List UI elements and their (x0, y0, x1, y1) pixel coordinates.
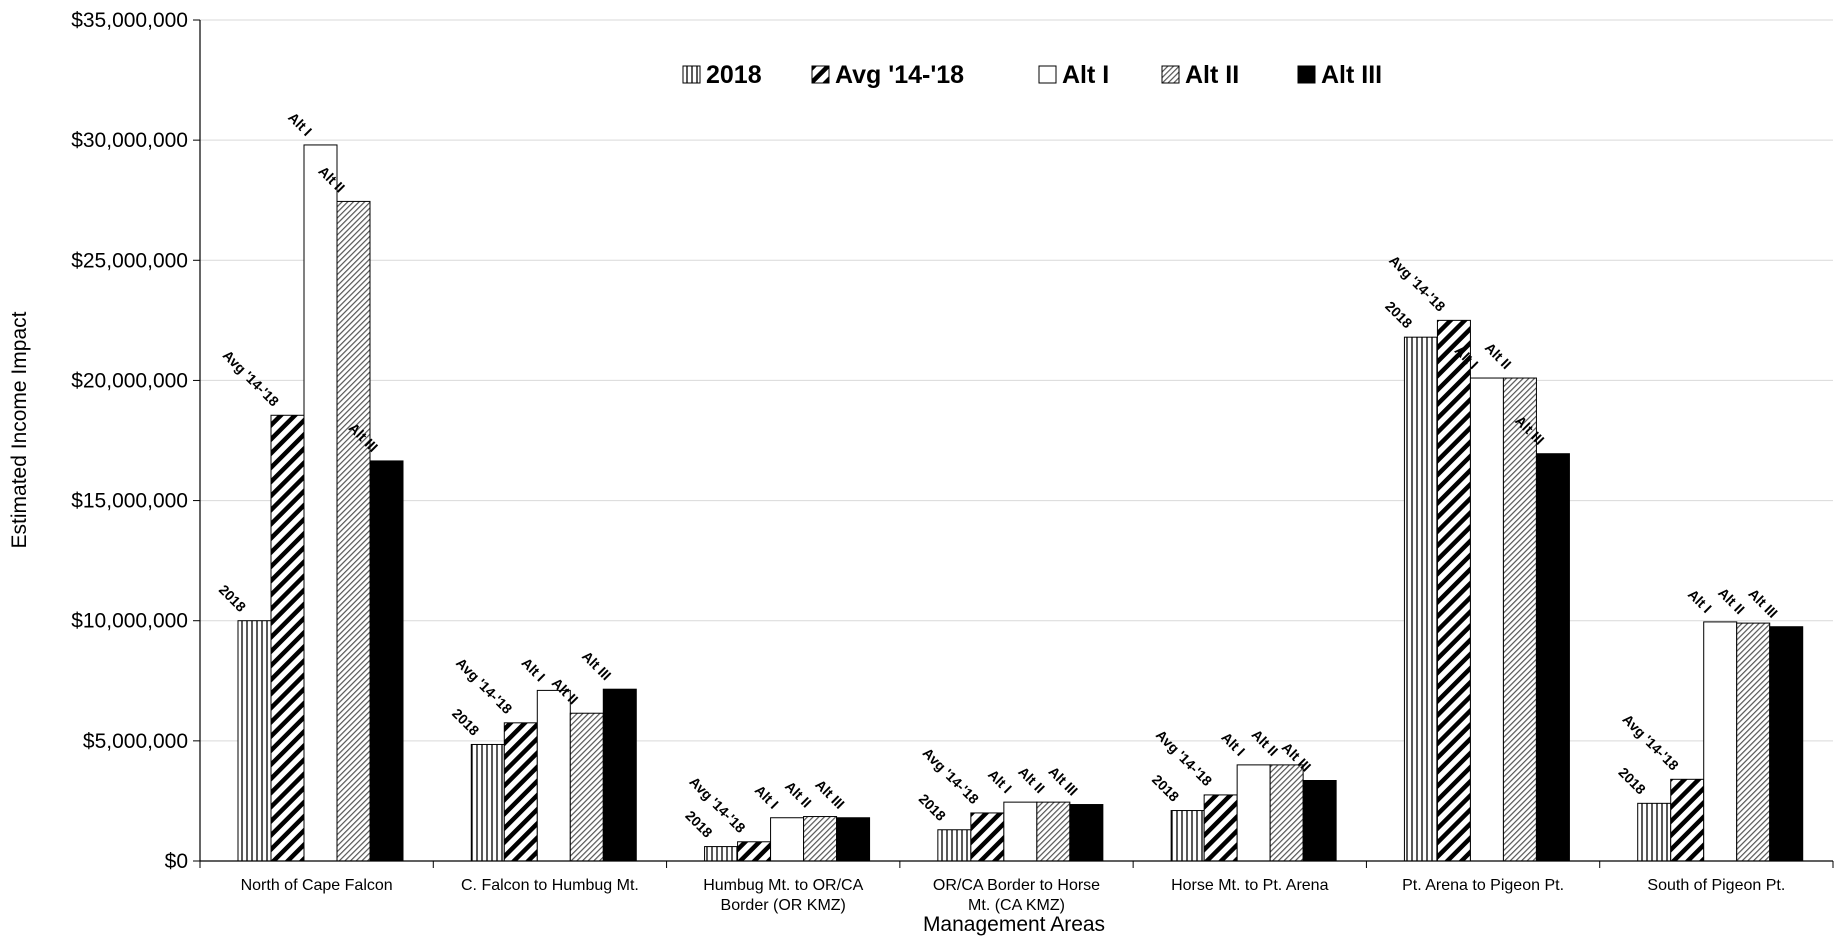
y-tick-label: $10,000,000 (71, 610, 188, 633)
y-tick-labels: $0 $5,000,000 $10,000,000 $15,000,000 $20,00… (71, 9, 188, 873)
category-label: Humbug Mt. to OR/CA Border (OR KMZ) (703, 877, 863, 914)
bar-avg-14-18-5 (1436, 319, 1471, 862)
bar-alt-i-6 (1703, 621, 1738, 862)
bar-alt-i-4 (1236, 764, 1271, 862)
bar-label-2018: 2018 (682, 807, 715, 840)
bar-label-avg-14-18: Avg '14-'18 (220, 347, 283, 410)
bar-alt-ii-4 (1269, 764, 1304, 862)
bar-alt-iii-3 (1069, 804, 1104, 862)
bar-label-alt-iii: Alt III (1046, 763, 1082, 799)
bar-2018-2 (704, 846, 739, 862)
legend-label-alt-ii: Alt II (1185, 61, 1239, 89)
bar-label-alt-ii: Alt II (1482, 339, 1515, 372)
bar-2018-3 (937, 829, 972, 862)
bar-label-2018: 2018 (216, 581, 249, 614)
y-tick-label: $0 (165, 850, 188, 873)
bar-label-alt-i: Alt I (985, 766, 1015, 796)
bar-alt-i-2 (770, 817, 805, 862)
category-labels: North of Cape Falcon C. Falcon to Humbug … (241, 877, 1786, 914)
legend-label-alt-iii: Alt III (1321, 61, 1382, 89)
bar-label-2018: 2018 (916, 791, 949, 824)
bar-avg-14-18-1 (503, 722, 538, 862)
legend-swatch-alt-ii (1161, 65, 1180, 84)
bar-avg-14-18-0 (270, 414, 305, 862)
y-axis-title: Estimated Income Impact (8, 311, 31, 548)
legend-label-avg-14-18: Avg '14-'18 (835, 61, 964, 89)
category-label: Horse Mt. to Pt. Arena (1171, 877, 1329, 894)
gridlines (200, 19, 1833, 742)
bar-alt-ii-2 (803, 816, 838, 862)
bar-2018-5 (1403, 336, 1438, 862)
x-axis-title: Management Areas (923, 913, 1105, 936)
category-label: Pt. Arena to Pigeon Pt. (1402, 877, 1564, 894)
bar-label-alt-ii: Alt II (782, 778, 815, 811)
category-label: South of Pigeon Pt. (1647, 877, 1785, 894)
bar-label-avg-14-18: Avg '14-'18 (1619, 711, 1682, 774)
bar-alt-iii-6 (1769, 626, 1804, 862)
bar-label-alt-i: Alt I (518, 654, 548, 684)
bar-label-alt-i: Alt I (1218, 729, 1248, 759)
axes (193, 19, 1834, 868)
bar-2018-0 (237, 620, 272, 862)
bar-label-2018: 2018 (1149, 771, 1182, 804)
bar-label-alt-ii: Alt II (1249, 726, 1282, 759)
bar-label-alt-ii: Alt II (1015, 763, 1048, 796)
category-label: C. Falcon to Humbug Mt. (461, 877, 639, 894)
bar-alt-ii-5 (1502, 377, 1537, 862)
y-tick-label: $35,000,000 (71, 9, 188, 32)
bar-alt-iii-1 (602, 688, 637, 862)
bar-alt-i-0 (303, 144, 338, 862)
y-tick-label: $5,000,000 (83, 730, 188, 753)
legend: 2018 Avg '14-'18 Alt I Alt II Alt III (682, 61, 1382, 89)
category-label: OR/CA Border to Horse Mt. (CA KMZ) (933, 877, 1100, 914)
y-tick-label: $20,000,000 (71, 369, 188, 392)
legend-swatch-avg-14-18 (811, 65, 830, 84)
bar-avg-14-18-6 (1670, 778, 1705, 862)
bar-alt-i-1 (536, 689, 571, 862)
bar-label-2018: 2018 (1382, 298, 1415, 331)
bar-label-alt-iii: Alt III (812, 776, 848, 812)
bar-alt-iii-0 (369, 460, 404, 862)
category-label: North of Cape Falcon (241, 877, 393, 894)
legend-label-2018: 2018 (706, 61, 762, 89)
y-tick-label: $30,000,000 (71, 129, 188, 152)
bar-avg-14-18-2 (737, 841, 772, 862)
bar-2018-4 (1170, 810, 1205, 862)
bar-label-alt-i: Alt I (752, 782, 782, 812)
bar-alt-iii-4 (1302, 780, 1337, 862)
bar-alt-ii-0 (336, 200, 371, 862)
bars (237, 144, 1804, 862)
bar-2018-6 (1637, 802, 1672, 862)
bar-2018-1 (470, 743, 505, 862)
bar-label-alt-iii: Alt III (1745, 585, 1781, 621)
bar-label-alt-i: Alt I (285, 109, 315, 139)
bar-label-alt-i: Alt I (1685, 586, 1715, 616)
bar-avg-14-18-4 (1203, 794, 1238, 862)
bar-avg-14-18-3 (970, 812, 1005, 862)
bar-label-2018: 2018 (1616, 764, 1649, 797)
bar-label-alt-ii: Alt II (1715, 584, 1748, 617)
bar-label-alt-iii: Alt III (579, 648, 615, 684)
bar-label-2018: 2018 (449, 705, 482, 738)
legend-swatch-alt-i (1038, 65, 1057, 84)
bar-alt-ii-6 (1736, 622, 1771, 862)
bar-alt-i-3 (1003, 801, 1038, 862)
bar-alt-i-5 (1469, 377, 1504, 862)
bar-alt-iii-2 (836, 817, 871, 862)
y-tick-label: $25,000,000 (71, 249, 188, 272)
legend-swatch-alt-iii (1297, 65, 1316, 84)
bar-alt-iii-5 (1535, 453, 1570, 862)
y-tick-label: $15,000,000 (71, 490, 188, 513)
bar-alt-ii-1 (569, 712, 604, 862)
legend-swatch-2018 (682, 65, 701, 84)
bar-alt-ii-3 (1036, 801, 1071, 862)
legend-label-alt-i: Alt I (1062, 61, 1109, 89)
